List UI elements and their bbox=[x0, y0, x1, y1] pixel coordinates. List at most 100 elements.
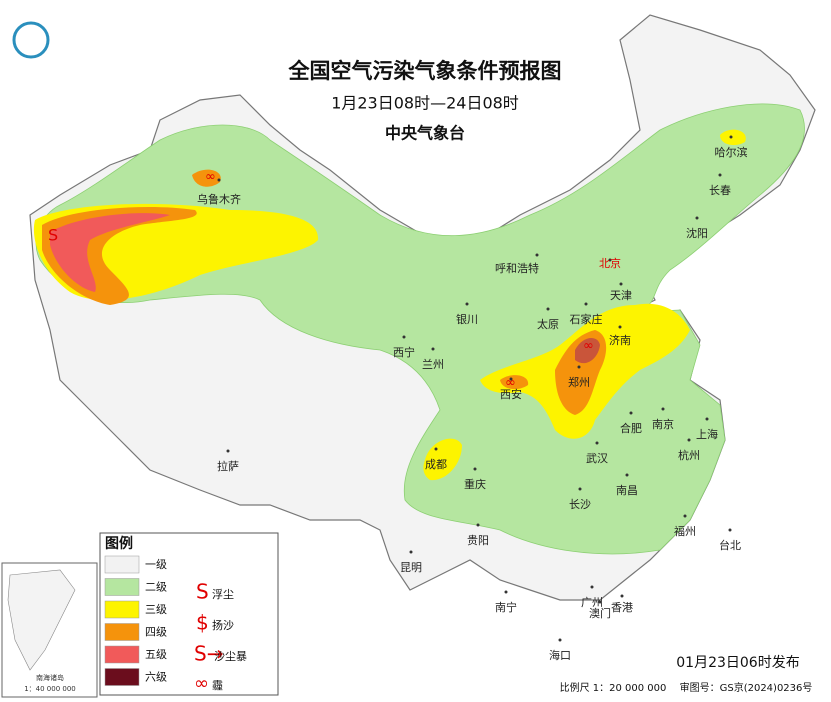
city-label: 南昌 bbox=[616, 484, 638, 497]
zone-level-5 bbox=[50, 213, 170, 292]
city-dot bbox=[595, 441, 599, 445]
city-label: 广州 bbox=[581, 596, 603, 609]
zone-level-4 bbox=[500, 375, 529, 390]
legend-swatch bbox=[104, 623, 140, 641]
city-label: 南宁 bbox=[495, 600, 517, 614]
city-label: 福州 bbox=[674, 524, 696, 538]
city-dot bbox=[465, 302, 469, 306]
city-dot bbox=[625, 473, 629, 477]
haze-symbol: ∞ bbox=[205, 170, 216, 185]
city-dot bbox=[728, 528, 732, 532]
city-label: 成都 bbox=[425, 458, 447, 471]
city-label: 郑州 bbox=[568, 375, 590, 389]
city-label: 长沙 bbox=[569, 498, 591, 511]
symbol-label: 扬沙 bbox=[212, 618, 234, 632]
city-label: 天津 bbox=[610, 289, 632, 302]
city-label: 哈尔滨 bbox=[715, 145, 748, 159]
city-label: 银川 bbox=[456, 312, 478, 326]
city-label: 南京 bbox=[652, 417, 674, 431]
haze-symbol: ∞ bbox=[505, 376, 516, 391]
city-dot bbox=[618, 325, 622, 329]
inset-scale: 1：40 000 000 bbox=[24, 685, 76, 693]
city-label: 合肥 bbox=[620, 421, 642, 435]
city-label: 澳门 bbox=[589, 606, 611, 620]
city-dot bbox=[434, 447, 438, 451]
city-dot bbox=[620, 594, 624, 598]
city-dot bbox=[608, 258, 612, 262]
city-dot bbox=[584, 302, 588, 306]
symbol-icon: ∞ bbox=[194, 673, 209, 694]
haze-symbol: ∞ bbox=[583, 339, 594, 354]
city-label: 杭州 bbox=[678, 448, 700, 462]
city-label: 乌鲁木齐 bbox=[197, 192, 241, 206]
legend-label: 六级 bbox=[145, 671, 167, 684]
city-label: 北京 bbox=[599, 256, 621, 270]
symbol-icon: S bbox=[196, 580, 209, 604]
city-dot bbox=[509, 377, 513, 381]
city-label: 贵阳 bbox=[467, 534, 489, 547]
subtitle: 1月23日08时—24日08时 bbox=[331, 94, 519, 113]
symbol-label: 霾 bbox=[212, 679, 223, 692]
city-dot bbox=[504, 590, 508, 594]
legend-label: 一级 bbox=[145, 558, 167, 571]
city-dot bbox=[476, 523, 480, 527]
city-dot bbox=[590, 585, 594, 589]
city-dot bbox=[409, 550, 413, 554]
legend-swatch bbox=[104, 645, 140, 664]
city-label: 太原 bbox=[537, 318, 559, 331]
city-label: 上海 bbox=[696, 427, 718, 441]
city-label: 海口 bbox=[549, 648, 571, 662]
city-label: 重庆 bbox=[464, 477, 486, 491]
zone-level-3 bbox=[423, 438, 462, 481]
zone-level-4 bbox=[192, 169, 221, 187]
legend-swatch bbox=[104, 600, 140, 619]
legend-title: 图例 bbox=[105, 535, 133, 552]
city-label: 兰州 bbox=[422, 358, 444, 371]
city-label: 香港 bbox=[611, 601, 633, 614]
inset-label: 南海诸岛 bbox=[36, 673, 64, 682]
logo bbox=[12, 21, 50, 59]
city-label: 呼和浩特 bbox=[495, 261, 539, 275]
city-dot bbox=[683, 514, 687, 518]
city-dot bbox=[705, 417, 709, 421]
symbol-label: 浮尘 bbox=[212, 588, 234, 601]
city-label: 长春 bbox=[709, 184, 731, 197]
city-label: 石家庄 bbox=[570, 312, 603, 326]
zone-level-5 bbox=[575, 338, 600, 364]
city-dot bbox=[718, 173, 722, 177]
city-label: 西宁 bbox=[393, 345, 415, 359]
city-label: 沈阳 bbox=[686, 226, 708, 240]
legend-label: 五级 bbox=[145, 648, 167, 661]
legend-swatch bbox=[104, 668, 140, 686]
city-dot bbox=[598, 600, 602, 604]
legend-label: 二级 bbox=[145, 581, 167, 594]
city-label: 拉萨 bbox=[217, 459, 239, 473]
city-dot bbox=[629, 411, 633, 415]
city-dot bbox=[578, 487, 582, 491]
city-label: 武汉 bbox=[586, 452, 608, 465]
city-dot bbox=[546, 307, 550, 311]
inset-map bbox=[7, 569, 76, 671]
issued: 01月23日06时发布 bbox=[676, 655, 799, 671]
city-dot bbox=[695, 216, 699, 220]
legend-label: 四级 bbox=[145, 626, 167, 639]
city-dot bbox=[687, 438, 691, 442]
legend-label: 三级 bbox=[145, 603, 167, 616]
city-dot bbox=[535, 253, 539, 257]
approval: 审图号：GS京(2024)0236号 bbox=[680, 681, 813, 694]
legend-swatch bbox=[104, 555, 140, 574]
city-dot bbox=[661, 407, 665, 411]
symbol-icon: $ bbox=[196, 611, 209, 635]
city-label: 昆明 bbox=[400, 561, 422, 574]
symbol-icon: S→ bbox=[194, 642, 223, 666]
city-dot bbox=[217, 178, 221, 182]
legend-swatch bbox=[104, 578, 140, 596]
city-dot bbox=[577, 365, 581, 369]
scale: 比例尺 1：20 000 000 bbox=[560, 681, 667, 694]
zone-level-3 bbox=[720, 129, 746, 146]
city-dot bbox=[473, 467, 477, 471]
city-dot bbox=[619, 282, 623, 286]
